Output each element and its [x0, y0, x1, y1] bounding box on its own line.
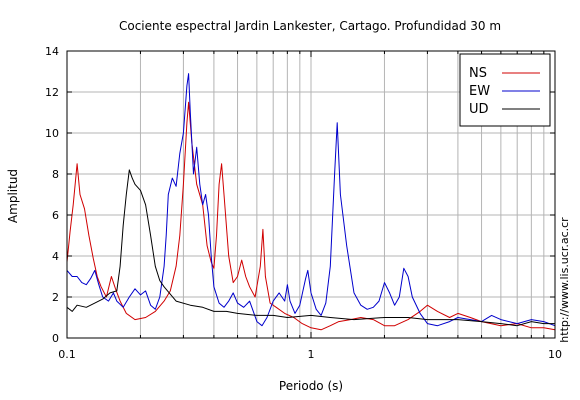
axis-ticks: 0 2 4 6 8 10 12 14 0.1 1 10 — [45, 45, 562, 361]
x-tick-label: 1 — [308, 348, 315, 361]
y-tick-label: 14 — [45, 45, 59, 58]
y-tick-label: 8 — [52, 168, 59, 181]
series-line-ns — [66, 101, 556, 331]
legend-label-ew: EW — [469, 84, 490, 99]
y-axis-label: Amplitud — [6, 169, 20, 223]
x-tick-label: 10 — [548, 348, 562, 361]
y-tick-label: 6 — [52, 209, 59, 222]
legend-box — [459, 53, 551, 127]
y-tick-label: 0 — [52, 332, 59, 345]
series-lines — [66, 73, 556, 331]
y-tick-label: 12 — [45, 86, 59, 99]
y-tick-label: 10 — [45, 127, 59, 140]
x-axis-label: Periodo (s) — [279, 379, 343, 393]
x-tick-label: 0.1 — [58, 348, 76, 361]
legend: NS EW UD — [459, 53, 551, 127]
source-credit: http://www.lis.ucr.ac.cr — [558, 217, 571, 343]
legend-label-ns: NS — [469, 66, 487, 81]
y-tick-label: 2 — [52, 291, 59, 304]
series-line-ud — [66, 169, 555, 327]
grid — [66, 50, 555, 339]
legend-label-ud: UD — [469, 102, 489, 117]
series-line-ew — [66, 73, 556, 327]
y-tick-label: 4 — [52, 250, 59, 263]
chart-title: Cociente espectral Jardin Lankester, Car… — [119, 19, 501, 33]
